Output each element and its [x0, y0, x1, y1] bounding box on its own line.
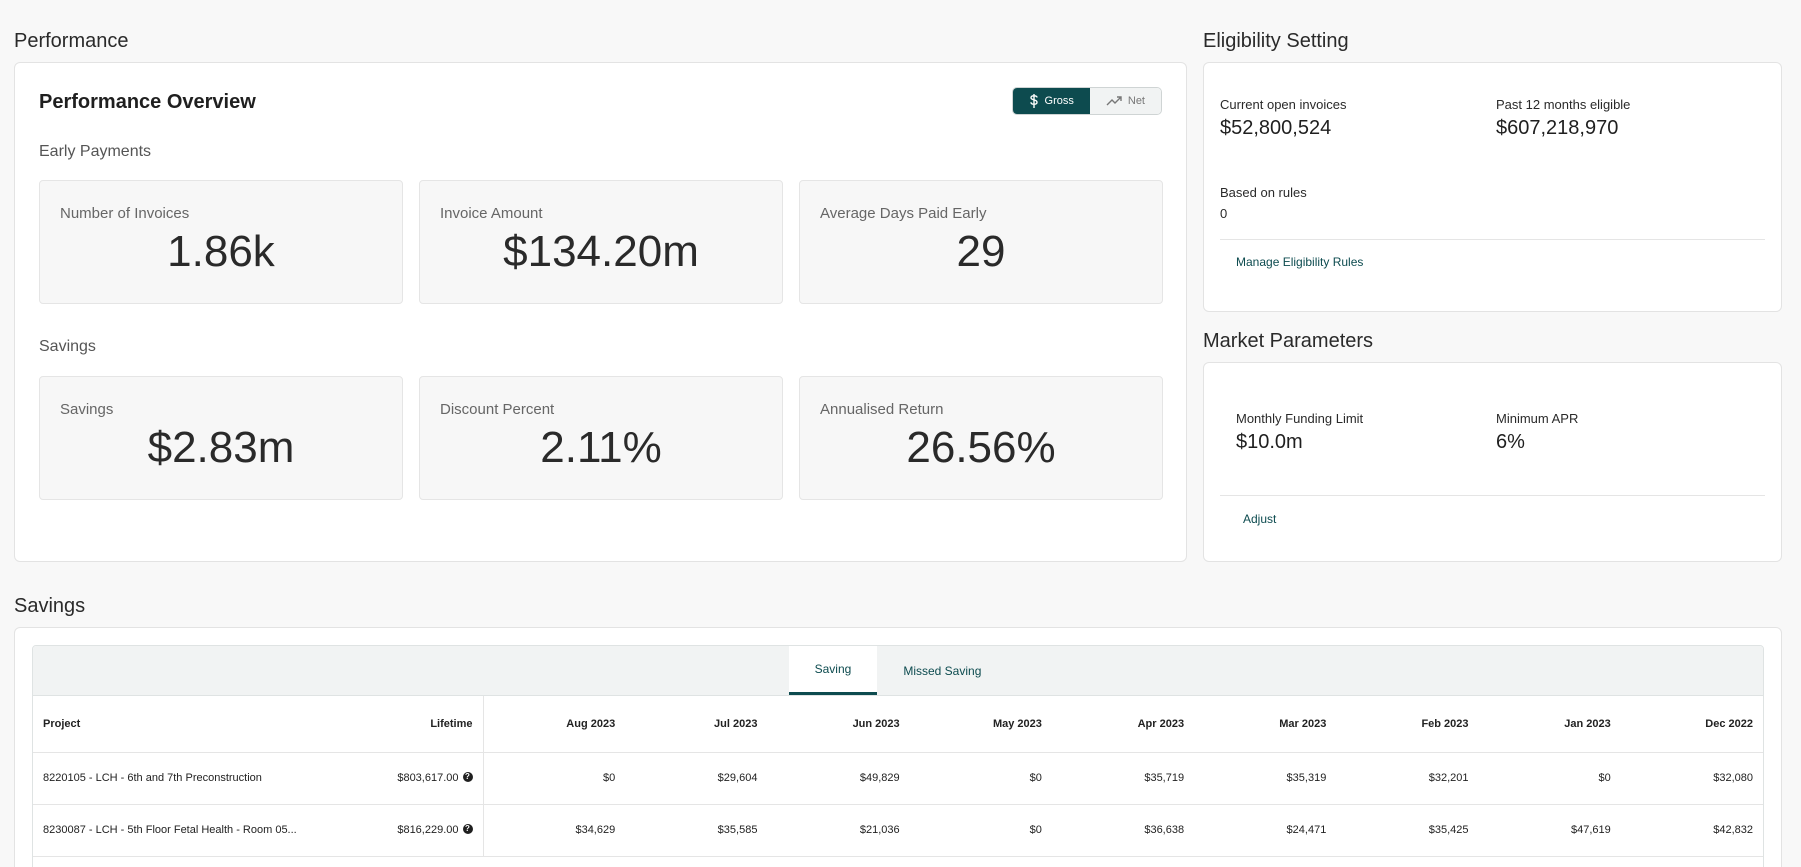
metric-label: Discount Percent — [440, 401, 555, 418]
metric-value: $134.20m — [503, 227, 699, 276]
metric-label: Savings — [60, 401, 114, 418]
lifetime-cell: $816,229.00? — [321, 804, 484, 857]
tab-saving[interactable]: Saving — [788, 646, 878, 695]
column-header-month[interactable]: Feb 2023 — [1336, 696, 1479, 753]
divider — [1220, 239, 1765, 240]
help-icon[interactable]: ? — [462, 772, 473, 782]
rules-label: Based on rules — [1220, 185, 1307, 200]
column-header-project[interactable]: Project — [33, 696, 321, 753]
funding-limit-value: $10.0m — [1236, 431, 1303, 453]
column-header-month[interactable]: May 2023 — [909, 696, 1052, 753]
market-section-title: Market Parameters — [1203, 330, 1374, 352]
minimum-apr-value: 6% — [1496, 431, 1525, 453]
open-invoices-label: Current open invoices — [1220, 97, 1347, 112]
month-cell: $0 — [909, 752, 1052, 805]
savings-table-card: Saving Missed Saving Project Lifetime Au… — [14, 627, 1782, 867]
month-cell: $32,080 — [1620, 752, 1763, 805]
metric-value: 29 — [956, 227, 1006, 276]
column-header-month[interactable]: Apr 2023 — [1051, 696, 1195, 753]
rules-value: 0 — [1220, 206, 1228, 221]
column-header-month[interactable]: Jun 2023 — [767, 696, 910, 753]
month-cell: $21,036 — [767, 804, 910, 857]
metric-label: Average Days Paid Early — [820, 205, 987, 222]
month-cell: $35,425 — [1336, 804, 1479, 857]
lifetime-cell: $803,617.00? — [321, 752, 484, 805]
month-cell: $47,619 — [1478, 804, 1621, 857]
open-invoices-value: $52,800,524 — [1220, 117, 1332, 139]
month-cell: $32,201 — [1336, 752, 1479, 805]
metric-invoice-amount: Invoice Amount $134.20m — [419, 180, 783, 304]
month-cell: $0 — [483, 752, 626, 805]
column-header-month[interactable]: Aug 2023 — [483, 696, 626, 753]
metric-value: 26.56% — [906, 423, 1056, 472]
project-cell: 8220105 - LCH - 6th and 7th Preconstruct… — [33, 752, 321, 805]
metric-value: 1.86k — [167, 227, 275, 276]
gross-toggle-button[interactable]: Gross — [1012, 88, 1090, 114]
table-row[interactable]: 8220105 - LCH - 6th and 7th Preconstruct… — [33, 752, 1763, 805]
project-cell: 8230087 - LCH - 5th Floor Fetal Health -… — [33, 804, 321, 857]
metric-average-days-paid-early: Average Days Paid Early 29 — [799, 180, 1163, 304]
past-12-months-label: Past 12 months eligible — [1496, 97, 1631, 112]
early-payments-label: Early Payments — [39, 143, 152, 160]
month-cell: $35,719 — [1051, 752, 1195, 805]
gross-label: Gross — [1044, 95, 1074, 107]
month-cell: $42,832 — [1620, 804, 1763, 857]
table-header-row: Project Lifetime Aug 2023 Jul 2023 Jun 2… — [33, 696, 1763, 753]
month-cell: $49,829 — [767, 752, 910, 805]
savings-group-label: Savings — [39, 338, 96, 355]
column-header-month[interactable]: Jul 2023 — [625, 696, 768, 753]
metric-value: 2.11% — [540, 423, 662, 472]
column-header-month[interactable]: Dec 2022 — [1620, 696, 1763, 753]
lifetime-value: $816,229.00 — [397, 824, 459, 836]
metric-value: $2.83m — [147, 423, 295, 472]
column-header-month[interactable]: Mar 2023 — [1194, 696, 1337, 753]
column-header-lifetime[interactable]: Lifetime — [321, 696, 484, 753]
lifetime-value: $803,617.00 — [397, 772, 459, 784]
metric-label: Invoice Amount — [440, 205, 543, 222]
month-cell: $0 — [1478, 752, 1621, 805]
metric-label: Number of Invoices — [60, 205, 190, 222]
divider — [1220, 495, 1765, 496]
market-card: Monthly Funding Limit $10.0m Minimum APR… — [1203, 362, 1782, 562]
month-cell: $36,638 — [1051, 804, 1195, 857]
metric-number-of-invoices: Number of Invoices 1.86k — [39, 180, 403, 304]
eligibility-card: Current open invoices $52,800,524 Past 1… — [1203, 62, 1782, 312]
table-row[interactable]: 8230087 - LCH - 5th Floor Fetal Health -… — [33, 804, 1763, 857]
metric-savings: Savings $2.83m — [39, 376, 403, 500]
month-cell: $35,319 — [1194, 752, 1337, 805]
minimum-apr-label: Minimum APR — [1496, 411, 1579, 426]
performance-card: Performance Overview Gross Net Early Pay… — [14, 62, 1187, 562]
savings-section-title: Savings — [14, 595, 86, 617]
adjust-link[interactable]: Adjust — [1243, 512, 1277, 526]
performance-section-title: Performance — [14, 30, 129, 52]
funding-limit-label: Monthly Funding Limit — [1236, 411, 1364, 426]
performance-overview-heading: Performance Overview — [39, 91, 256, 113]
help-icon[interactable]: ? — [462, 824, 473, 834]
month-cell: $24,471 — [1194, 804, 1337, 857]
month-cell: $0 — [909, 804, 1052, 857]
metric-discount-percent: Discount Percent 2.11% — [419, 376, 783, 500]
gross-net-toggle: Gross Net — [1011, 87, 1162, 115]
column-header-month[interactable]: Jan 2023 — [1478, 696, 1621, 753]
savings-tabbar: Saving Missed Saving — [33, 646, 1763, 696]
dollar-icon — [1029, 94, 1038, 108]
trending-up-icon — [1106, 96, 1122, 106]
month-cell: $35,585 — [625, 804, 768, 857]
metric-annualised-return: Annualised Return 26.56% — [799, 376, 1163, 500]
manage-eligibility-rules-link[interactable]: Manage Eligibility Rules — [1236, 255, 1364, 269]
eligibility-section-title: Eligibility Setting — [1203, 30, 1349, 52]
past-12-months-value: $607,218,970 — [1496, 117, 1619, 139]
tab-missed-saving[interactable]: Missed Saving — [903, 664, 982, 678]
net-label: Net — [1127, 95, 1145, 107]
savings-table-wrapper: Saving Missed Saving Project Lifetime Au… — [32, 645, 1764, 867]
net-toggle-button[interactable]: Net — [1089, 88, 1161, 114]
metric-label: Annualised Return — [820, 401, 944, 418]
month-cell: $29,604 — [625, 752, 768, 805]
month-cell: $34,629 — [483, 804, 626, 857]
savings-table: Project Lifetime Aug 2023 Jul 2023 Jun 2… — [33, 696, 1763, 857]
